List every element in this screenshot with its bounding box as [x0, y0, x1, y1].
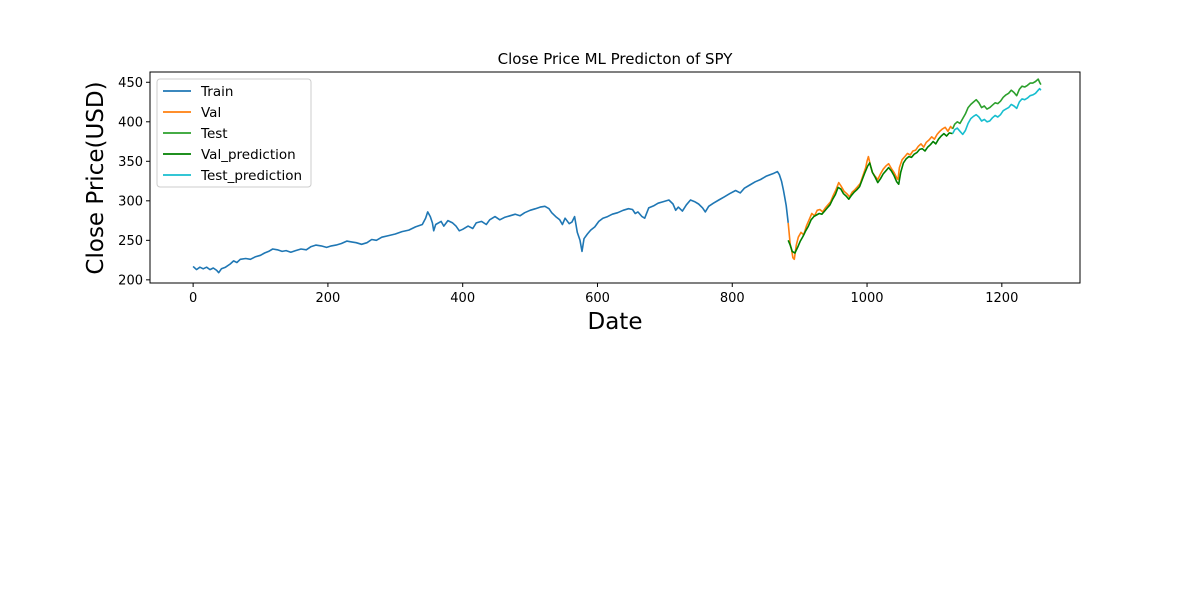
y-tick-label: 200 — [118, 273, 143, 288]
series-layer — [192, 78, 1042, 274]
x-tick-label: 1200 — [985, 291, 1018, 306]
x-axis-label: Date — [588, 309, 643, 335]
y-axis-ticks: 200 250 300 350 400 450 — [118, 76, 150, 288]
y-axis-label: Close Price(USD) — [83, 81, 109, 274]
series-line-val — [787, 125, 954, 261]
legend-label: Val_prediction — [201, 147, 296, 163]
legend-label: Val — [201, 105, 221, 121]
legend: Train Val Test Val_prediction Test_predictio… — [156, 78, 312, 188]
chart-title: Close Price ML Predicton of SPY — [498, 50, 734, 68]
x-tick-label: 600 — [585, 291, 610, 306]
x-axis-ticks: 0 200 400 600 800 1000 1200 — [189, 283, 1018, 306]
y-tick-label: 250 — [118, 234, 143, 249]
legend-label: Train — [200, 84, 233, 100]
y-tick-label: 350 — [118, 155, 143, 170]
x-tick-label: 200 — [315, 291, 340, 306]
y-tick-label: 300 — [118, 194, 143, 209]
x-tick-label: 1000 — [850, 291, 883, 306]
y-tick-label: 400 — [118, 115, 143, 130]
x-tick-label: 800 — [720, 291, 745, 306]
legend-label: Test — [200, 126, 228, 142]
legend-label: Test_prediction — [200, 168, 302, 184]
plot-frame — [149, 71, 1081, 284]
series-line-test — [951, 78, 1042, 130]
series-line-val-prediction — [787, 132, 953, 254]
series-line-test-prediction — [951, 87, 1042, 136]
legend-box — [156, 78, 312, 188]
y-tick-label: 450 — [118, 76, 143, 91]
x-tick-label: 0 — [189, 291, 197, 306]
series-line-train — [192, 170, 789, 274]
x-tick-label: 400 — [450, 291, 475, 306]
